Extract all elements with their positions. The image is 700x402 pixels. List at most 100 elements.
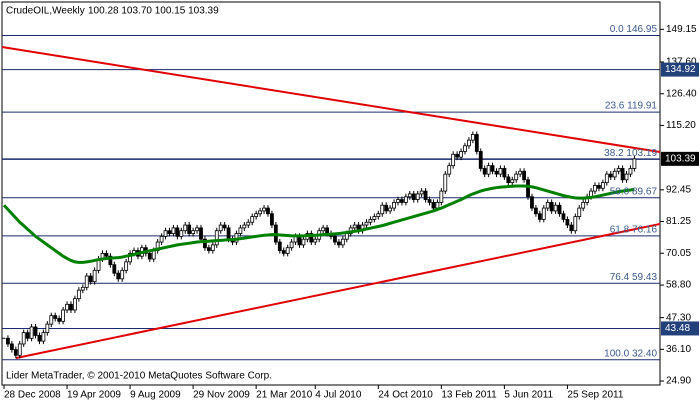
candle (128, 252, 132, 263)
candle (33, 326, 38, 336)
candle (226, 227, 231, 240)
candle (344, 233, 349, 240)
x-tick-label: 4 Jul 2010 (315, 390, 362, 401)
x-tick-label: 25 Sep 2011 (567, 390, 623, 401)
candle (427, 199, 432, 203)
candle (9, 343, 14, 351)
candle (108, 255, 113, 266)
x-tick-label: 5 Jun 2011 (504, 390, 553, 401)
candle (557, 204, 562, 215)
y-tick-label: 58.80 (666, 280, 691, 291)
candle (80, 286, 85, 291)
candle (549, 202, 554, 212)
y-tick-label: 81.25 (666, 216, 691, 227)
candle (498, 168, 503, 175)
candle (411, 193, 416, 200)
y-tick-label: 126.40 (666, 88, 697, 99)
candle (333, 235, 337, 243)
candle (203, 238, 207, 249)
candle (510, 179, 515, 184)
candle (612, 170, 617, 178)
chart-title: CrudeOIL,Weekly (6, 6, 85, 17)
candle (600, 182, 605, 189)
candle (210, 244, 215, 251)
candle (632, 158, 637, 169)
candle (553, 204, 558, 212)
candle (581, 202, 586, 209)
candle (270, 213, 274, 226)
candle (486, 165, 491, 175)
candle (254, 213, 259, 217)
x-tick-label: 13 Feb 2011 (441, 390, 497, 401)
price-marker-label: 103.39 (665, 153, 696, 164)
candle (447, 165, 452, 175)
candle (541, 207, 546, 220)
candle (569, 224, 574, 232)
candle (112, 264, 117, 274)
candle (439, 190, 444, 203)
y-tick-label: 92.45 (666, 184, 691, 195)
x-tick-label: 28 Dec 2008 (4, 390, 61, 401)
candle (37, 335, 42, 342)
candle (530, 196, 534, 209)
candle (171, 227, 176, 234)
y-tick-label: 137.60 (666, 57, 697, 68)
candle (301, 238, 306, 246)
candle (218, 224, 223, 232)
candle (266, 207, 270, 215)
candle (620, 168, 625, 181)
candle (281, 250, 286, 254)
fibo-label: 61.8 76.16 (610, 225, 658, 236)
moving-average (2, 184, 635, 264)
candle (73, 298, 77, 311)
price-marker (661, 321, 699, 336)
y-tick-label: 24.90 (666, 376, 691, 387)
candle (565, 219, 570, 226)
x-tick-label: 19 Apr 2009 (67, 390, 121, 401)
candle (490, 165, 495, 172)
y-tick-label: 36.10 (666, 344, 691, 355)
candle (616, 168, 621, 172)
candle (364, 221, 369, 226)
candle (238, 227, 243, 234)
candle (407, 193, 412, 198)
candle (403, 196, 408, 203)
y-tick-label: 47.30 (666, 312, 691, 323)
candle (455, 153, 460, 158)
candle (84, 275, 89, 288)
candle (573, 216, 578, 232)
candle (49, 315, 54, 325)
price-marker-label: 134.92 (665, 64, 696, 75)
candle (53, 315, 58, 319)
candle (502, 168, 507, 178)
candle (514, 173, 519, 181)
candle (246, 221, 251, 226)
candle (392, 202, 396, 209)
candle (467, 139, 471, 147)
candle (494, 170, 499, 175)
candle (45, 323, 50, 334)
candle (21, 332, 26, 345)
candle (368, 219, 373, 223)
candle (325, 227, 329, 234)
fibo-label: 38.2 103.19 (604, 148, 657, 159)
candle (57, 318, 62, 322)
candle (459, 151, 463, 158)
candle (443, 173, 448, 192)
candle (463, 145, 467, 152)
candle (159, 235, 164, 243)
candle (41, 332, 46, 342)
fibo-label: 23.6 119.91 (605, 101, 658, 112)
candle (120, 269, 125, 280)
y-tick-label: 115.20 (666, 120, 696, 131)
candle (191, 230, 196, 234)
trendline (15, 222, 661, 360)
candle (470, 134, 475, 141)
candle (423, 190, 428, 200)
candle (537, 213, 542, 220)
candle (17, 343, 22, 356)
price-marker (661, 151, 699, 166)
candle (628, 168, 633, 175)
candle (163, 230, 168, 237)
